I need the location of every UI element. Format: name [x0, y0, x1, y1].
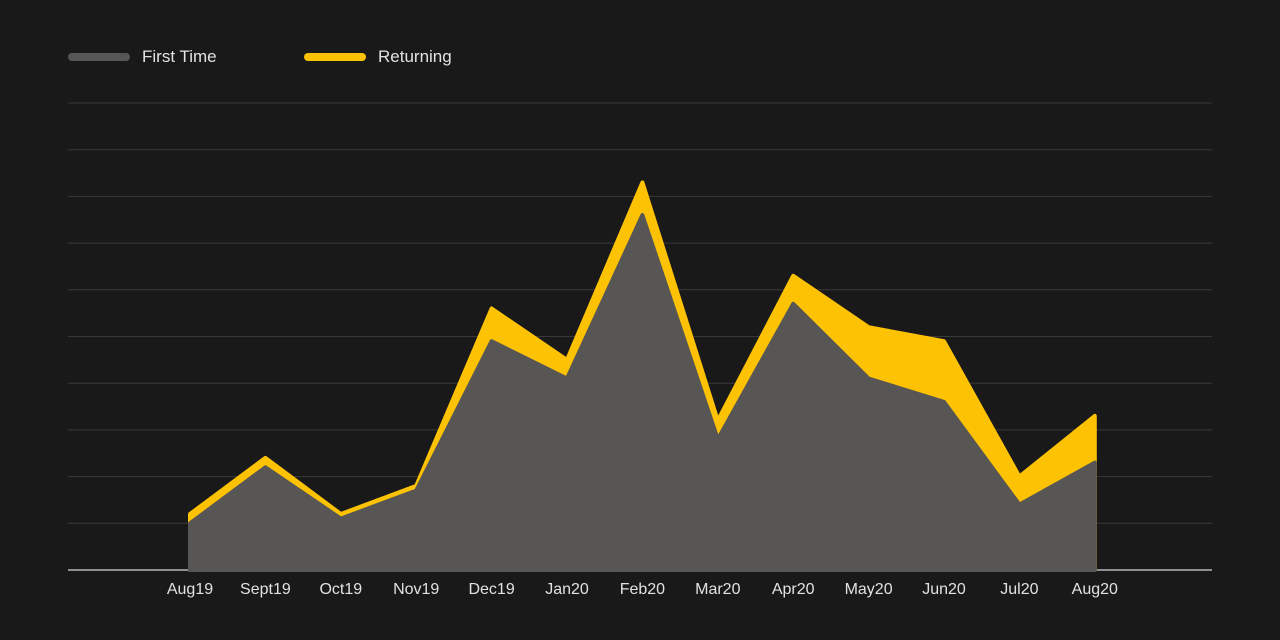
- x-tick-label: Aug19: [167, 581, 213, 598]
- x-tick-label: Jan20: [545, 581, 589, 598]
- x-tick-label: Aug20: [1072, 581, 1118, 598]
- x-tick-label: Apr20: [772, 581, 815, 598]
- x-tick-label: Dec19: [468, 581, 514, 598]
- x-tick-label: Feb20: [620, 581, 665, 598]
- area-first-time: [188, 213, 1097, 572]
- x-tick-label: Jul20: [1000, 581, 1038, 598]
- legend-label-returning: Returning: [378, 47, 452, 66]
- chart-legend: First Time Returning: [68, 47, 452, 66]
- x-tick-label: Jun20: [922, 581, 966, 598]
- legend-label-first-time: First Time: [142, 47, 217, 66]
- x-tick-label: Oct19: [319, 581, 362, 598]
- x-axis: Aug19 Sept19 Oct19 Nov19 Dec19 Jan20 Feb20 Mar2…: [167, 581, 1118, 598]
- x-tick-label: Mar20: [695, 581, 740, 598]
- x-tick-label: Nov19: [393, 581, 439, 598]
- x-tick-label: Sept19: [240, 581, 291, 598]
- area-series: [188, 180, 1097, 572]
- x-tick-label: May20: [845, 581, 893, 598]
